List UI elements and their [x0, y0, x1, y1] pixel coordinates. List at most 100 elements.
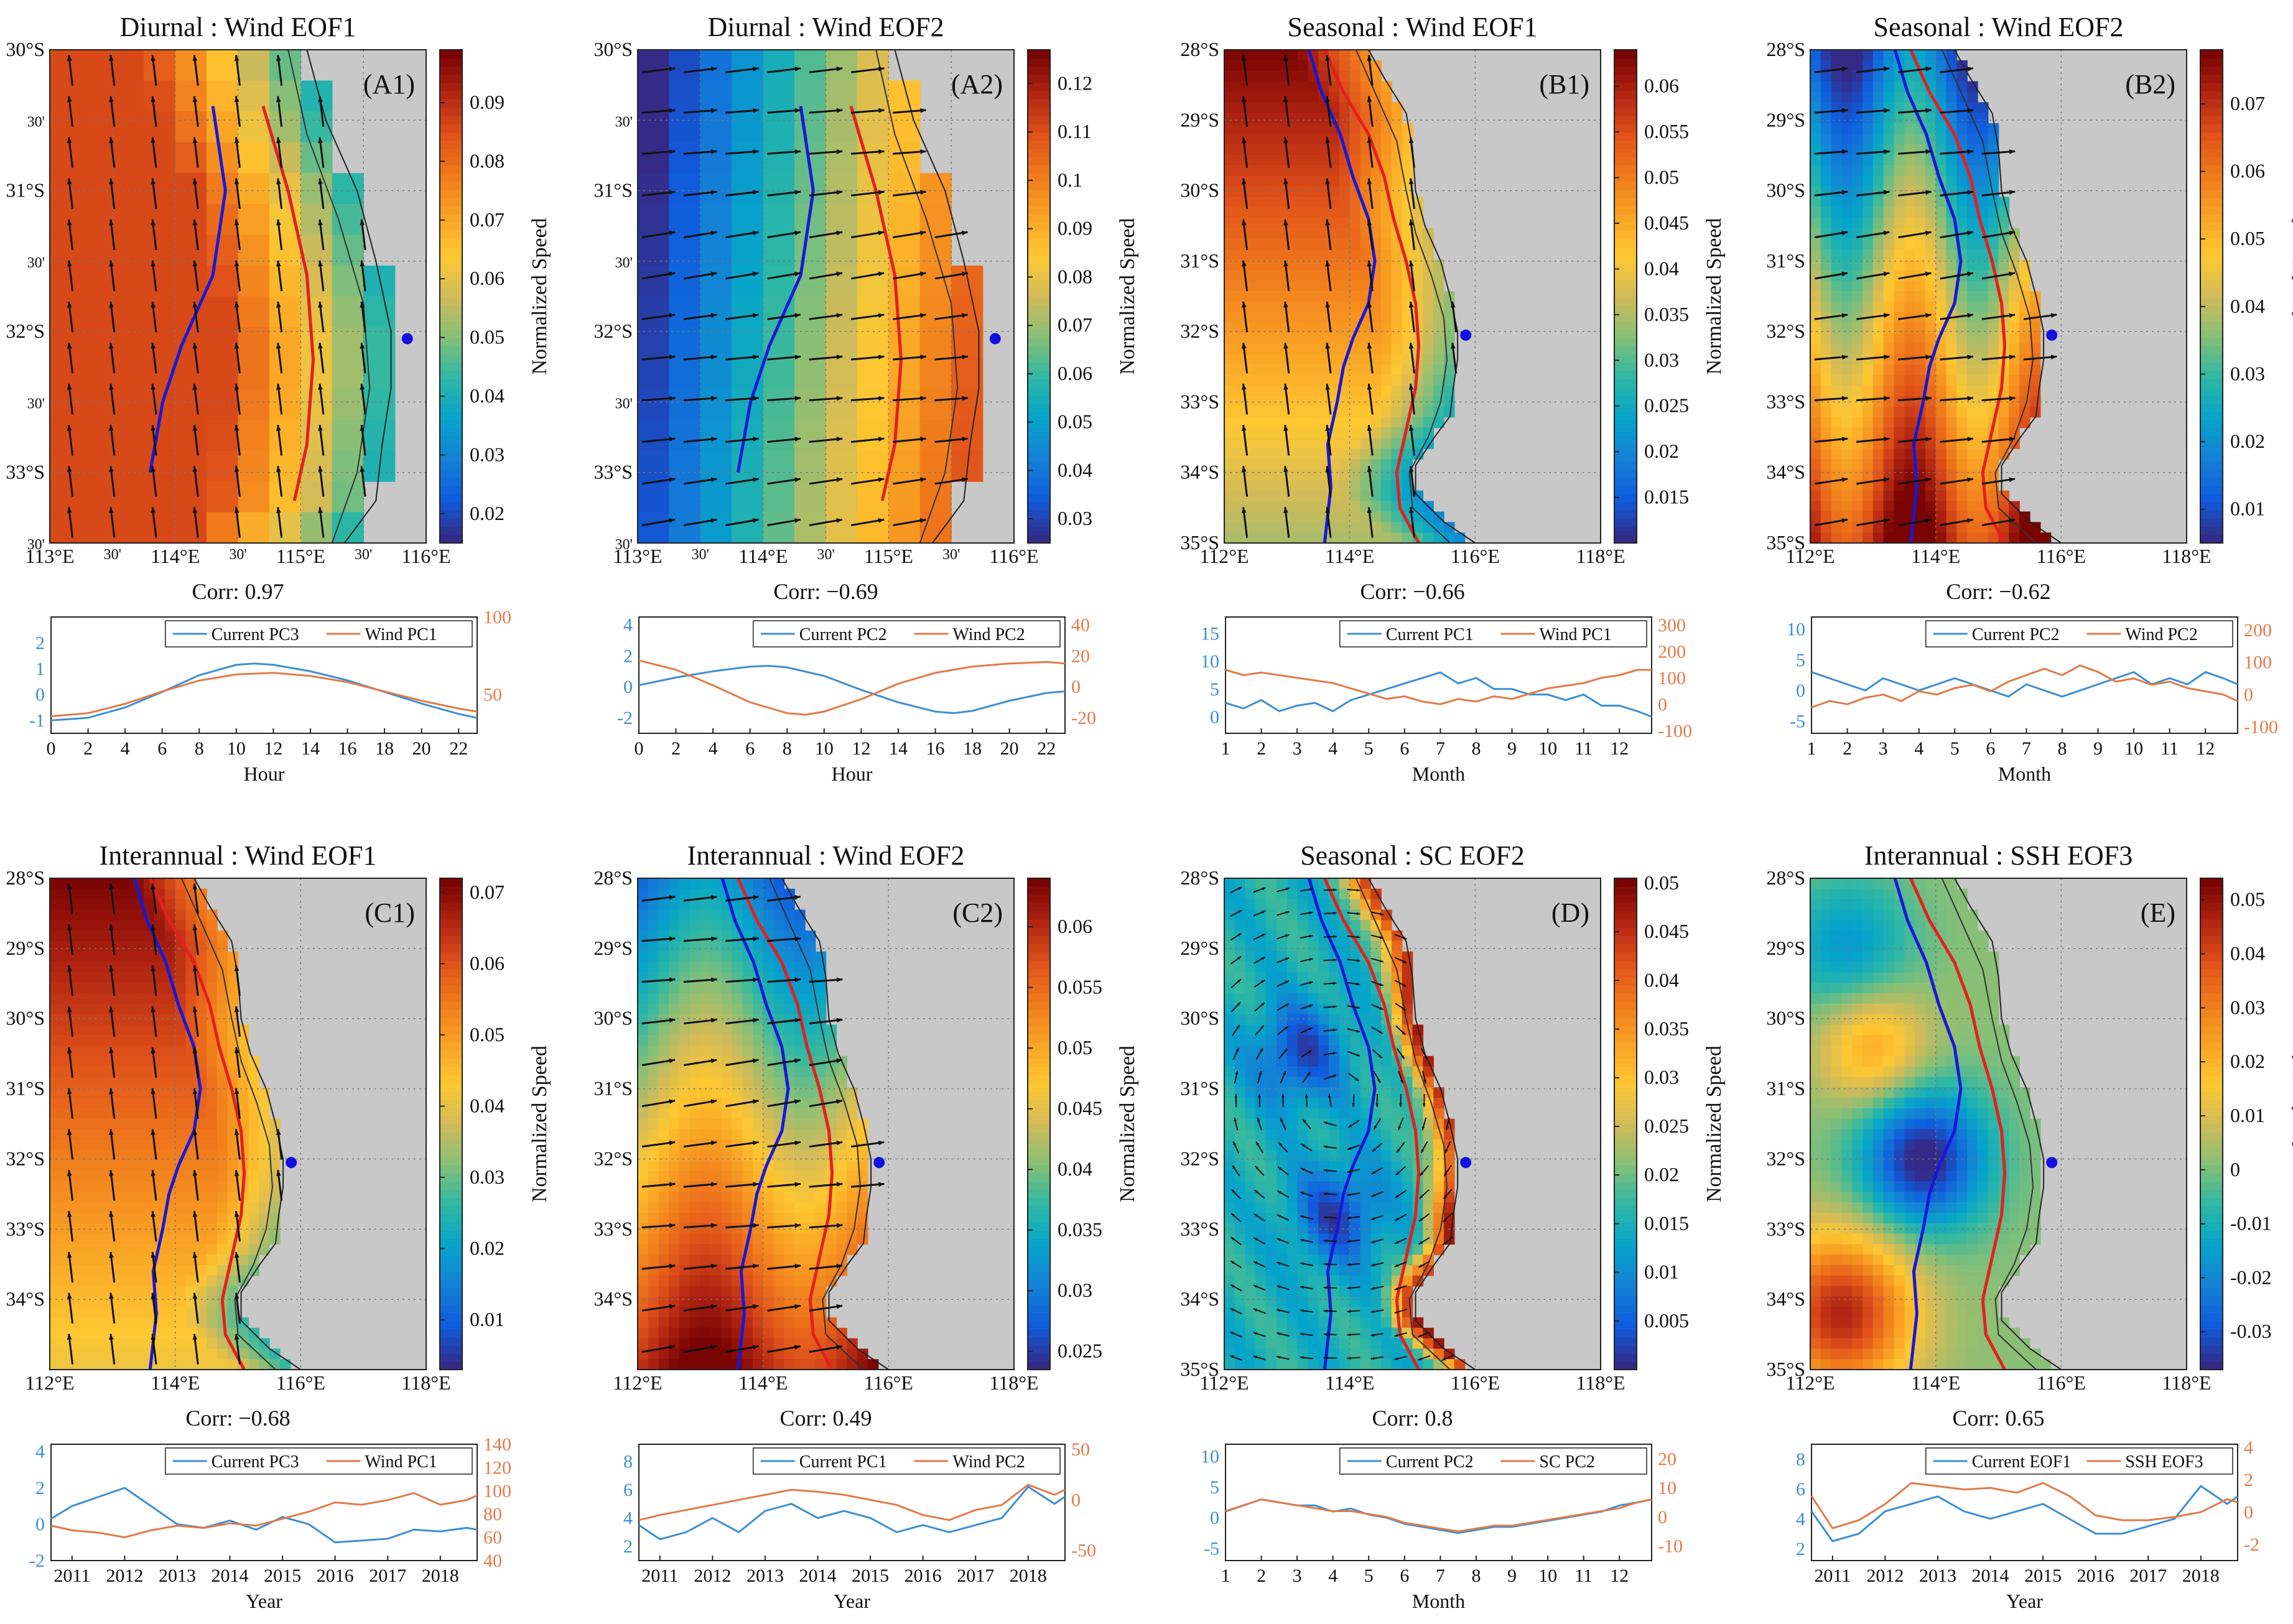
- colorbar-step: [440, 271, 462, 281]
- wind-vector-head: [669, 190, 676, 195]
- colorbar-step: [440, 247, 462, 256]
- ts-right-tick-label: 0: [1658, 694, 1667, 715]
- colorbar-step: [440, 354, 462, 363]
- panel-title: Diurnal : Wind EOF2: [708, 12, 944, 42]
- heatmap-cell: [1915, 511, 1926, 523]
- heatmap-cell: [1255, 270, 1267, 281]
- heatmap-cell: [112, 888, 124, 900]
- heatmap-cell: [732, 142, 764, 174]
- heatmap-cell: [690, 983, 701, 994]
- heatmap-cell: [60, 909, 72, 921]
- heatmap-cell: [123, 951, 134, 963]
- colorbar-step: [2200, 304, 2223, 313]
- heatmap-cell: [804, 993, 816, 1005]
- heatmap-cell: [102, 1066, 113, 1078]
- heatmap-cell: [794, 1045, 806, 1057]
- heatmap-cell: [2009, 364, 2020, 376]
- heatmap-cell: [1904, 154, 1915, 166]
- heatmap-cell: [1831, 333, 1843, 345]
- map-xtick-label: 116°E: [1451, 545, 1500, 567]
- heatmap-cell: [196, 1150, 207, 1161]
- heatmap-cell: [919, 296, 952, 328]
- wind-vector-head: [1367, 425, 1372, 431]
- wind-vector-head: [1408, 425, 1414, 431]
- heatmap-cell: [1402, 364, 1413, 376]
- heatmap-cell: [1904, 165, 1915, 177]
- heatmap-cell: [1872, 522, 1884, 533]
- heatmap-cell: [2040, 532, 2052, 544]
- ts-series-line: [1225, 669, 1652, 705]
- heatmap-cell: [1349, 396, 1361, 407]
- heatmap-cell: [1863, 459, 1874, 470]
- heatmap-cell: [1894, 154, 1905, 166]
- heatmap-cell: [1894, 375, 1905, 386]
- wind-vector-head: [1967, 355, 1974, 360]
- colorbar-step: [440, 165, 462, 174]
- colorbar-step: [1614, 493, 1637, 503]
- wind-vector-head: [878, 271, 885, 277]
- heatmap-cell: [1915, 50, 1926, 61]
- heatmap-cell: [1988, 165, 1999, 177]
- heatmap-cell: [919, 265, 952, 297]
- heatmap-cell: [1308, 375, 1319, 386]
- colorbar-tick-label: 0.02: [2230, 430, 2265, 452]
- heatmap-cell: [1391, 354, 1403, 365]
- heatmap-cell: [888, 203, 921, 236]
- heatmap-cell: [175, 80, 207, 112]
- heatmap-cell: [794, 512, 827, 544]
- heatmap-cell: [669, 1108, 681, 1120]
- heatmap-cell: [144, 80, 176, 112]
- heatmap-cell: [710, 1003, 722, 1015]
- heatmap-cell: [102, 1150, 113, 1161]
- heatmap-cell: [144, 1035, 155, 1046]
- heatmap-cell: [1841, 70, 1853, 82]
- wind-vector-head: [962, 230, 968, 236]
- heatmap-cell: [1852, 343, 1863, 355]
- colorbar-step: [2200, 477, 2223, 486]
- colorbar-step: [1614, 395, 1637, 404]
- heatmap-cell: [1852, 165, 1863, 177]
- heatmap-cell: [1841, 133, 1853, 145]
- colorbar-step: [2200, 362, 2223, 371]
- heatmap-cell: [857, 419, 890, 452]
- heatmap-cell: [1297, 406, 1309, 418]
- heatmap-cell: [1894, 343, 1905, 355]
- heatmap-cell: [102, 930, 113, 942]
- heatmap-cell: [1977, 375, 1989, 386]
- heatmap-cell: [238, 265, 270, 297]
- heatmap-cell: [1255, 175, 1267, 187]
- heatmap-cell: [2019, 322, 2030, 334]
- heatmap-cell: [1915, 333, 1926, 345]
- colorbar-tick-label: 0.045: [1644, 211, 1689, 234]
- ts-series-line: [1811, 670, 2238, 698]
- heatmap-cell: [81, 265, 113, 297]
- heatmap-cell: [1988, 490, 1999, 502]
- heatmap-cell: [1841, 301, 1853, 313]
- heatmap-cell: [144, 1014, 155, 1026]
- heatmap-cell: [50, 1212, 61, 1224]
- wind-vector-head: [919, 477, 926, 483]
- heatmap-cell: [1915, 81, 1926, 93]
- heatmap-cell: [1391, 333, 1403, 345]
- heatmap-cell: [763, 1045, 774, 1057]
- heatmap-cell: [248, 1212, 259, 1224]
- wind-vector-head: [67, 178, 72, 185]
- heatmap-cell: [1308, 480, 1319, 491]
- heatmap-cell: [70, 1035, 82, 1046]
- heatmap-cell: [50, 920, 61, 931]
- wind-vector-head: [1408, 384, 1414, 390]
- heatmap-cell: [1266, 270, 1277, 281]
- heatmap-cell: [50, 234, 82, 266]
- heatmap-cell: [1286, 438, 1298, 449]
- heatmap-cell: [144, 1307, 155, 1318]
- heatmap-cell: [81, 327, 113, 359]
- heatmap-cell: [91, 1014, 103, 1026]
- heatmap-cell: [1339, 217, 1351, 229]
- heatmap-cell: [332, 296, 364, 328]
- wind-vector-head: [1967, 190, 1973, 195]
- heatmap-cell: [133, 1181, 145, 1193]
- heatmap-cell: [1286, 197, 1298, 208]
- colorbar-step: [1614, 477, 1637, 486]
- heatmap-cell: [123, 972, 134, 983]
- ts-right-tick-label: 40: [483, 1551, 502, 1571]
